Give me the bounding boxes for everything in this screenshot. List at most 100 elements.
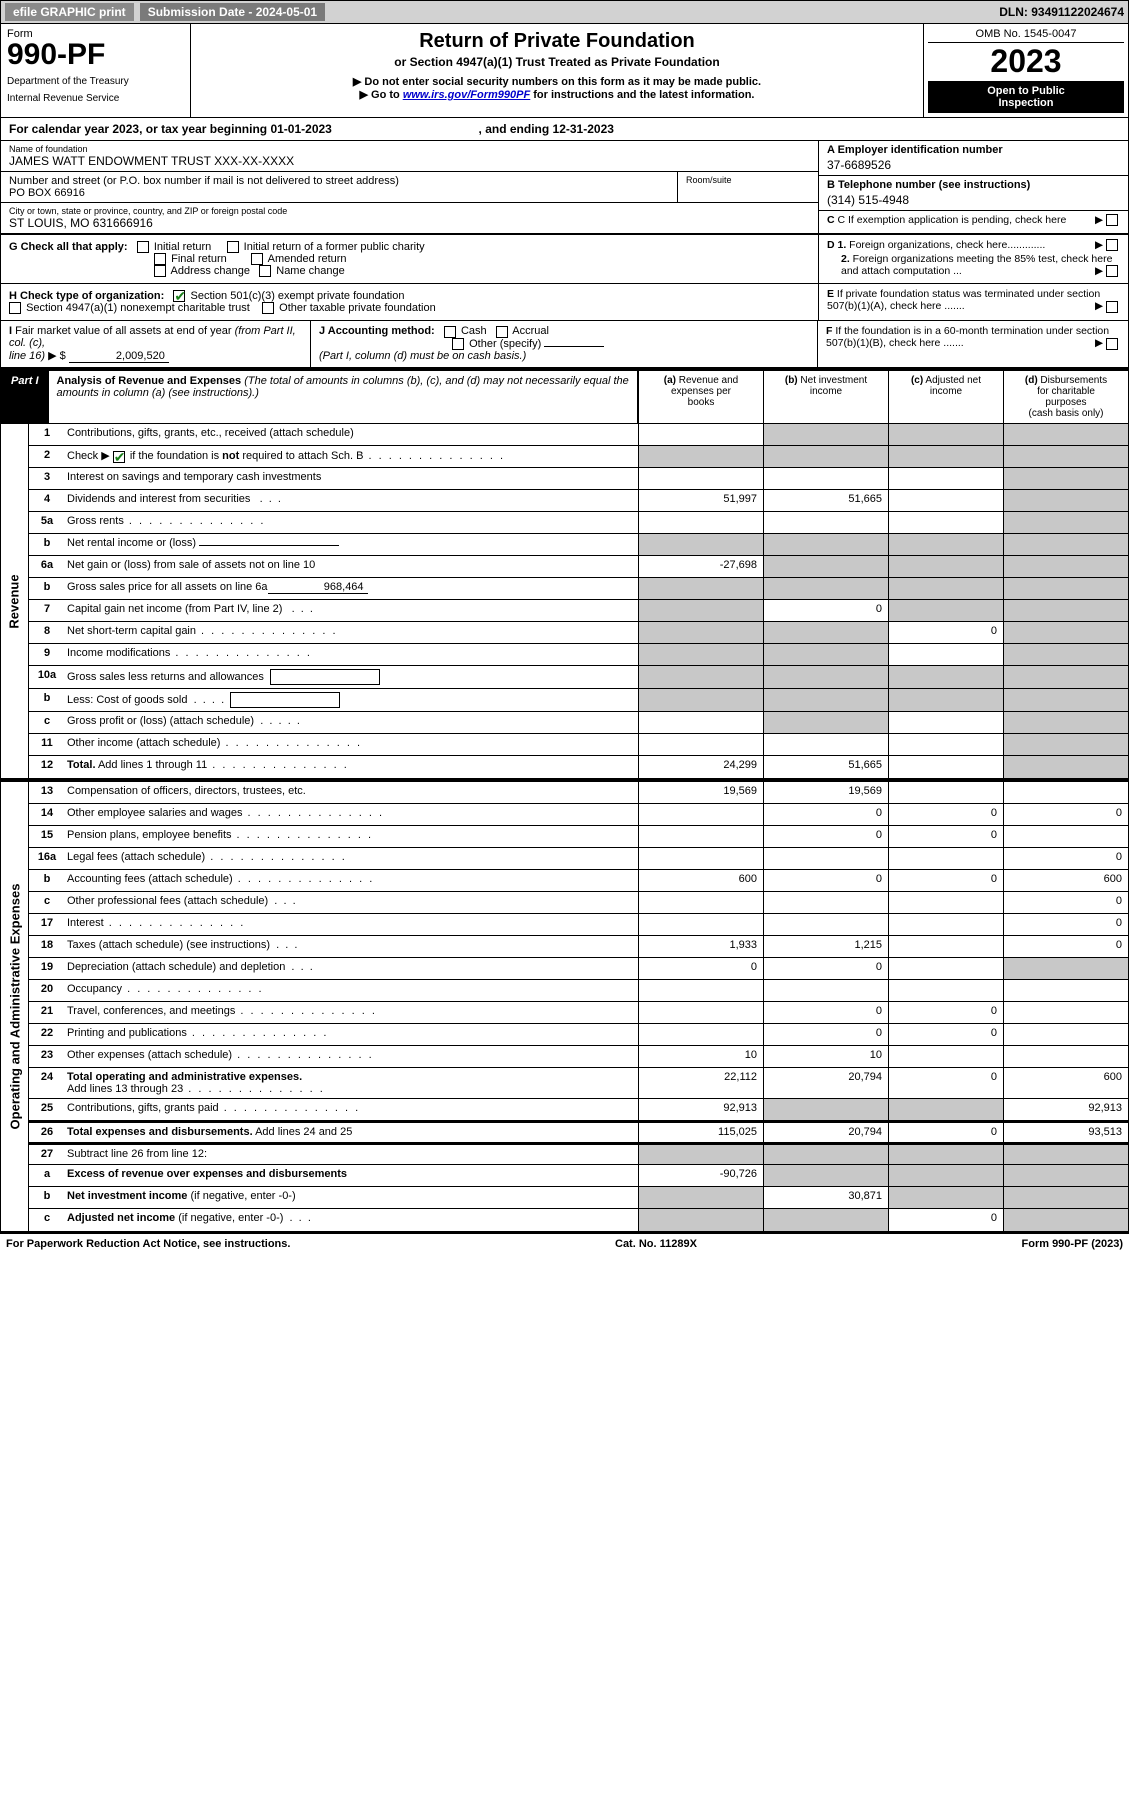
row-11: 11Other income (attach schedule): [29, 734, 1128, 756]
row-18: 18Taxes (attach schedule) (see instructi…: [29, 936, 1128, 958]
row-21: 21Travel, conferences, and meetings00: [29, 1002, 1128, 1024]
row-5a: 5aGross rents: [29, 512, 1128, 534]
row-16a: 16aLegal fees (attach schedule)0: [29, 848, 1128, 870]
room-suite-cell: Room/suite: [678, 172, 818, 203]
other-method-checkbox[interactable]: [452, 338, 464, 350]
row-16b: bAccounting fees (attach schedule)600006…: [29, 870, 1128, 892]
ein: 37-6689526: [827, 158, 1120, 172]
other-taxable-checkbox[interactable]: [262, 302, 274, 314]
col-a-header: (a) Revenue andexpenses perbooks: [638, 371, 763, 423]
phone: (314) 515-4948: [827, 193, 1120, 207]
row-9: 9Income modifications: [29, 644, 1128, 666]
instr-goto: ▶ Go to www.irs.gov/Form990PF for instru…: [199, 88, 915, 101]
paperwork-notice: For Paperwork Reduction Act Notice, see …: [6, 1238, 290, 1250]
row-13: 13Compensation of officers, directors, t…: [29, 782, 1128, 804]
city-cell: City or town, state or province, country…: [1, 203, 818, 233]
omb-number: OMB No. 1545-0047: [928, 28, 1124, 43]
form990pf-link[interactable]: www.irs.gov/Form990PF: [403, 89, 530, 101]
row-7: 7Capital gain net income (from Part IV, …: [29, 600, 1128, 622]
row-10a: 10aGross sales less returns and allowanc…: [29, 666, 1128, 689]
row-27: 27Subtract line 26 from line 12:: [29, 1143, 1128, 1165]
row-6b: bGross sales price for all assets on lin…: [29, 578, 1128, 600]
exemption-pending-cell: C C If exemption application is pending,…: [819, 211, 1128, 229]
irs-label: Internal Revenue Service: [7, 93, 184, 104]
c-checkbox[interactable]: [1106, 214, 1118, 226]
part1-col-d-note: (Part I, column (d) must be on cash basi…: [319, 350, 526, 362]
d-foreign-org: D 1. Foreign organizations, check here..…: [818, 235, 1128, 283]
calendar-year-row: For calendar year 2023, or tax year begi…: [0, 118, 1129, 141]
row-12: 12Total. Add lines 1 through 1124,29951,…: [29, 756, 1128, 778]
expenses-side-label: Operating and Administrative Expenses: [1, 782, 29, 1231]
part1-tag: Part I: [1, 371, 49, 423]
row-4: 4Dividends and interest from securities …: [29, 490, 1128, 512]
e-terminated: E If private foundation status was termi…: [818, 284, 1128, 320]
ein-cell: A Employer identification number 37-6689…: [819, 141, 1128, 176]
instr-ssn: ▶ Do not enter social security numbers o…: [199, 75, 915, 88]
page-footer: For Paperwork Reduction Act Notice, see …: [0, 1233, 1129, 1254]
initial-return-checkbox[interactable]: [137, 241, 149, 253]
h-e-section: H Check type of organization: Section 50…: [0, 284, 1129, 321]
g-check-apply: G Check all that apply: Initial return I…: [1, 235, 818, 283]
row-2: 2 Check ▶ if the foundation is not requi…: [29, 446, 1128, 468]
row-22: 22Printing and publications00: [29, 1024, 1128, 1046]
phone-cell: B Telephone number (see instructions) (3…: [819, 176, 1128, 211]
name-change-checkbox[interactable]: [259, 265, 271, 277]
part1-header: Part I Analysis of Revenue and Expenses …: [0, 369, 1129, 424]
sch-b-checkbox[interactable]: [113, 451, 125, 463]
col-d-header: (d) Disbursementsfor charitablepurposes(…: [1003, 371, 1128, 423]
final-return-checkbox[interactable]: [154, 253, 166, 265]
open-to-public: Open to PublicInspection: [928, 81, 1124, 113]
i-j-f-section: I Fair market value of all assets at end…: [0, 321, 1129, 369]
initial-former-checkbox[interactable]: [227, 241, 239, 253]
address-change-checkbox[interactable]: [154, 265, 166, 277]
e-checkbox[interactable]: [1106, 301, 1118, 313]
cat-no: Cat. No. 11289X: [615, 1238, 697, 1250]
header-center: Return of Private Foundation or Section …: [191, 24, 923, 117]
accrual-checkbox[interactable]: [496, 326, 508, 338]
row-27a: aExcess of revenue over expenses and dis…: [29, 1165, 1128, 1187]
form-title: Return of Private Foundation: [199, 30, 915, 53]
cash-checkbox[interactable]: [444, 326, 456, 338]
row-27c: cAdjusted net income (if negative, enter…: [29, 1209, 1128, 1231]
col-b-header: (b) Net investmentincome: [763, 371, 888, 423]
fmv-value: 2,009,520: [69, 350, 169, 363]
revenue-side-label: Revenue: [1, 424, 29, 778]
row-15: 15Pension plans, employee benefits00: [29, 826, 1128, 848]
row-20: 20Occupancy: [29, 980, 1128, 1002]
expenses-table: Operating and Administrative Expenses 13…: [0, 780, 1129, 1233]
row-3: 3Interest on savings and temporary cash …: [29, 468, 1128, 490]
row-27b: bNet investment income (if negative, ent…: [29, 1187, 1128, 1209]
row-14: 14Other employee salaries and wages000: [29, 804, 1128, 826]
fmv-cell: I Fair market value of all assets at end…: [1, 321, 311, 367]
dept-treasury: Department of the Treasury: [7, 76, 184, 87]
row-1: 1 Contributions, gifts, grants, etc., re…: [29, 424, 1128, 446]
4947a1-checkbox[interactable]: [9, 302, 21, 314]
g-d-section: G Check all that apply: Initial return I…: [0, 235, 1129, 284]
dln-label: DLN: 93491122024674: [999, 5, 1124, 19]
form-ref: Form 990-PF (2023): [1022, 1238, 1124, 1250]
row-10b: bLess: Cost of goods sold . . . .: [29, 689, 1128, 712]
address: PO BOX 66916: [9, 187, 669, 199]
row-26: 26Total expenses and disbursements. Add …: [29, 1121, 1128, 1143]
gross-sales-6a: 968,464: [268, 581, 368, 594]
amended-return-checkbox[interactable]: [251, 253, 263, 265]
h-org-type: H Check type of organization: Section 50…: [1, 284, 818, 320]
city-state-zip: ST LOUIS, MO 631666916: [9, 216, 810, 230]
tax-year: 2023: [928, 45, 1124, 77]
header-right: OMB No. 1545-0047 2023 Open to PublicIns…: [923, 24, 1128, 117]
part1-desc: Analysis of Revenue and Expenses (The to…: [49, 371, 638, 423]
submission-date-btn[interactable]: Submission Date - 2024-05-01: [140, 3, 325, 21]
f-60month: F If the foundation is in a 60-month ter…: [818, 321, 1128, 367]
row-5b: bNet rental income or (loss): [29, 534, 1128, 556]
d1-checkbox[interactable]: [1106, 239, 1118, 251]
row-19: 19Depreciation (attach schedule) and dep…: [29, 958, 1128, 980]
col-c-header: (c) Adjusted netincome: [888, 371, 1003, 423]
efile-graphic-btn[interactable]: efile GRAPHIC print: [5, 3, 134, 21]
address-cell: Number and street (or P.O. box number if…: [1, 172, 678, 203]
form-number: 990-PF: [7, 40, 184, 70]
revenue-table: Revenue 1 Contributions, gifts, grants, …: [0, 424, 1129, 780]
header-left: Form 990-PF Department of the Treasury I…: [1, 24, 191, 117]
501c3-checkbox[interactable]: [173, 290, 185, 302]
d2-checkbox[interactable]: [1106, 265, 1118, 277]
f-checkbox[interactable]: [1106, 338, 1118, 350]
